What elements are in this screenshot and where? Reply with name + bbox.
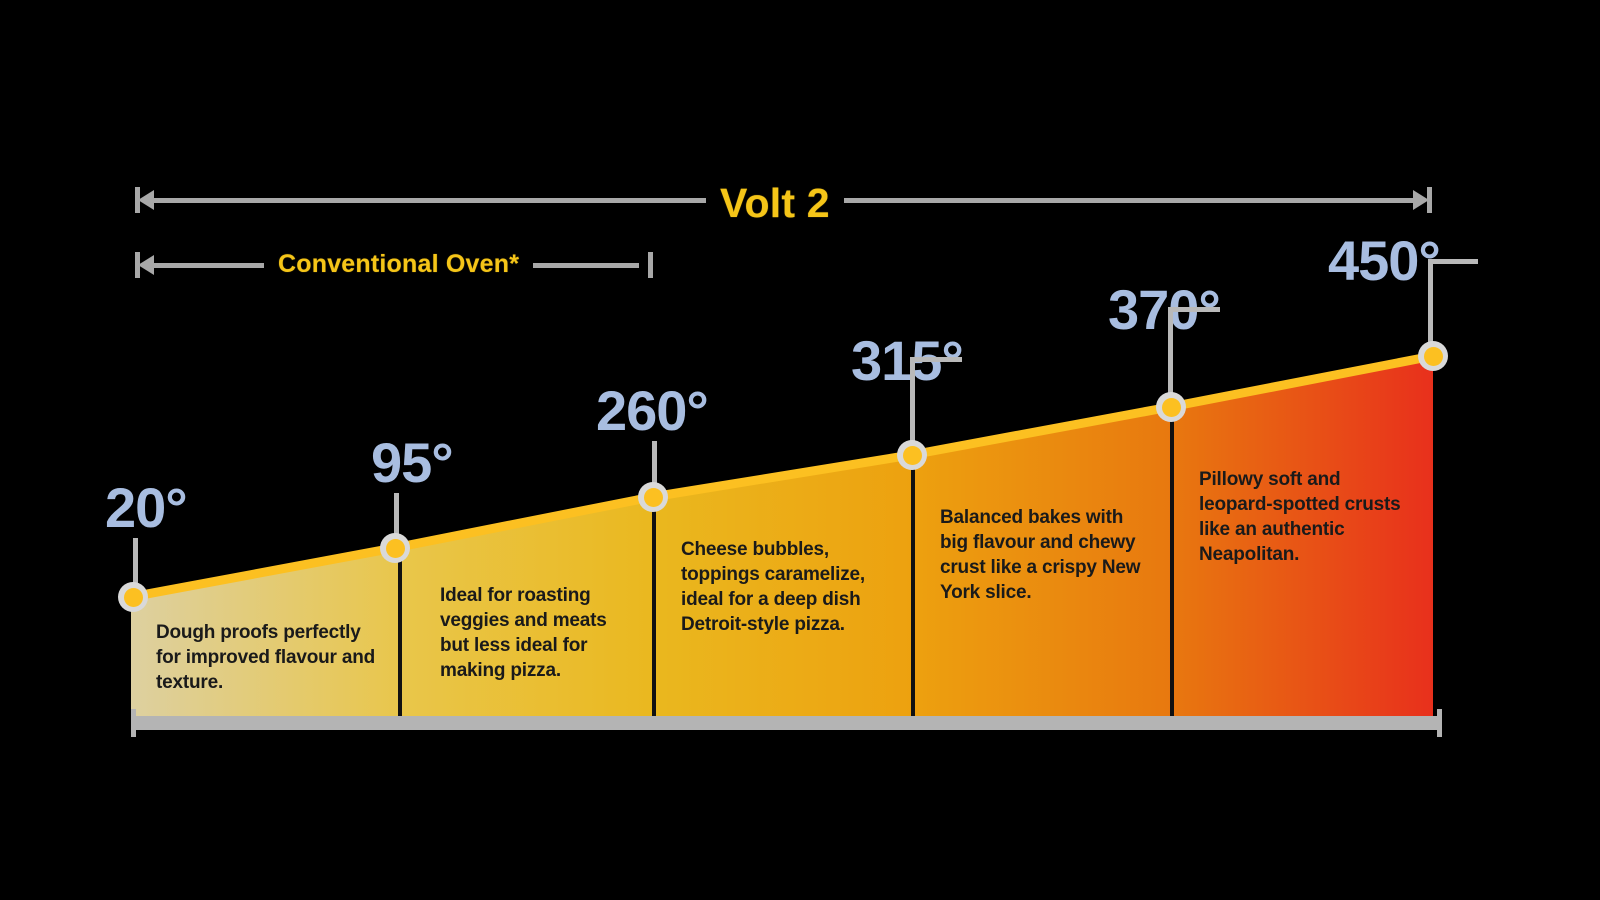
data-point-dot <box>385 538 405 558</box>
leader-line-6-horizontal <box>1430 259 1478 264</box>
leader-line-4 <box>910 357 915 445</box>
range-label-conventional-oven: Conventional Oven* <box>264 250 534 279</box>
data-point-1[interactable] <box>118 582 148 612</box>
temp-label-3: 260° <box>596 379 709 442</box>
segment-description-1: Dough proofs perfectly for improved flav… <box>156 622 376 694</box>
temp-label-1: 20° <box>105 476 188 539</box>
leader-line-4-horizontal <box>912 357 962 362</box>
data-point-5[interactable] <box>1156 392 1186 422</box>
baseline-axis <box>131 716 1442 730</box>
leader-line-6 <box>1428 259 1433 351</box>
data-point-dot <box>1423 346 1443 366</box>
data-point-dot <box>643 487 663 507</box>
data-point-4[interactable] <box>897 440 927 470</box>
leader-line-5 <box>1168 307 1173 397</box>
temp-label-6: 450° <box>1328 229 1441 292</box>
segment-description-2: Ideal for roasting veggies and meats but… <box>440 585 607 682</box>
data-point-dot <box>1161 397 1181 417</box>
range-cap-left <box>135 187 140 213</box>
temperature-gradient-area <box>131 345 1442 720</box>
segment-description-3: Cheese bubbles, toppings caramelize, ide… <box>681 539 865 636</box>
baseline-cap-right <box>1437 709 1442 737</box>
range-label-volt2: Volt 2 <box>706 180 844 227</box>
segment-divider-4 <box>1170 405 1174 717</box>
arrow-left-icon <box>138 190 154 210</box>
area-shape <box>131 351 1434 716</box>
baseline-cap-left <box>131 709 136 737</box>
range-cap-right <box>648 252 653 278</box>
range-cap-right <box>1427 187 1432 213</box>
segment-divider-2 <box>652 495 656 717</box>
segment-description-4: Balanced bakes with big flavour and chew… <box>940 507 1141 604</box>
temp-label-2: 95° <box>371 431 454 494</box>
data-point-dot <box>902 445 922 465</box>
leader-line-2 <box>394 493 399 545</box>
arrow-right-icon <box>1413 190 1429 210</box>
segment-divider-3 <box>911 453 915 717</box>
segment-divider-1 <box>398 545 402 717</box>
leader-line-5-horizontal <box>1170 307 1220 312</box>
range-cap-left <box>135 252 140 278</box>
arrow-left-icon <box>138 255 154 275</box>
data-point-2[interactable] <box>380 533 410 563</box>
data-point-dot <box>123 587 143 607</box>
segment-description-5: Pillowy soft and leopard-spotted crusts … <box>1199 469 1401 566</box>
leader-line-3 <box>652 441 657 493</box>
leader-line-1 <box>133 538 138 590</box>
data-point-3[interactable] <box>638 482 668 512</box>
data-point-6[interactable] <box>1418 341 1448 371</box>
